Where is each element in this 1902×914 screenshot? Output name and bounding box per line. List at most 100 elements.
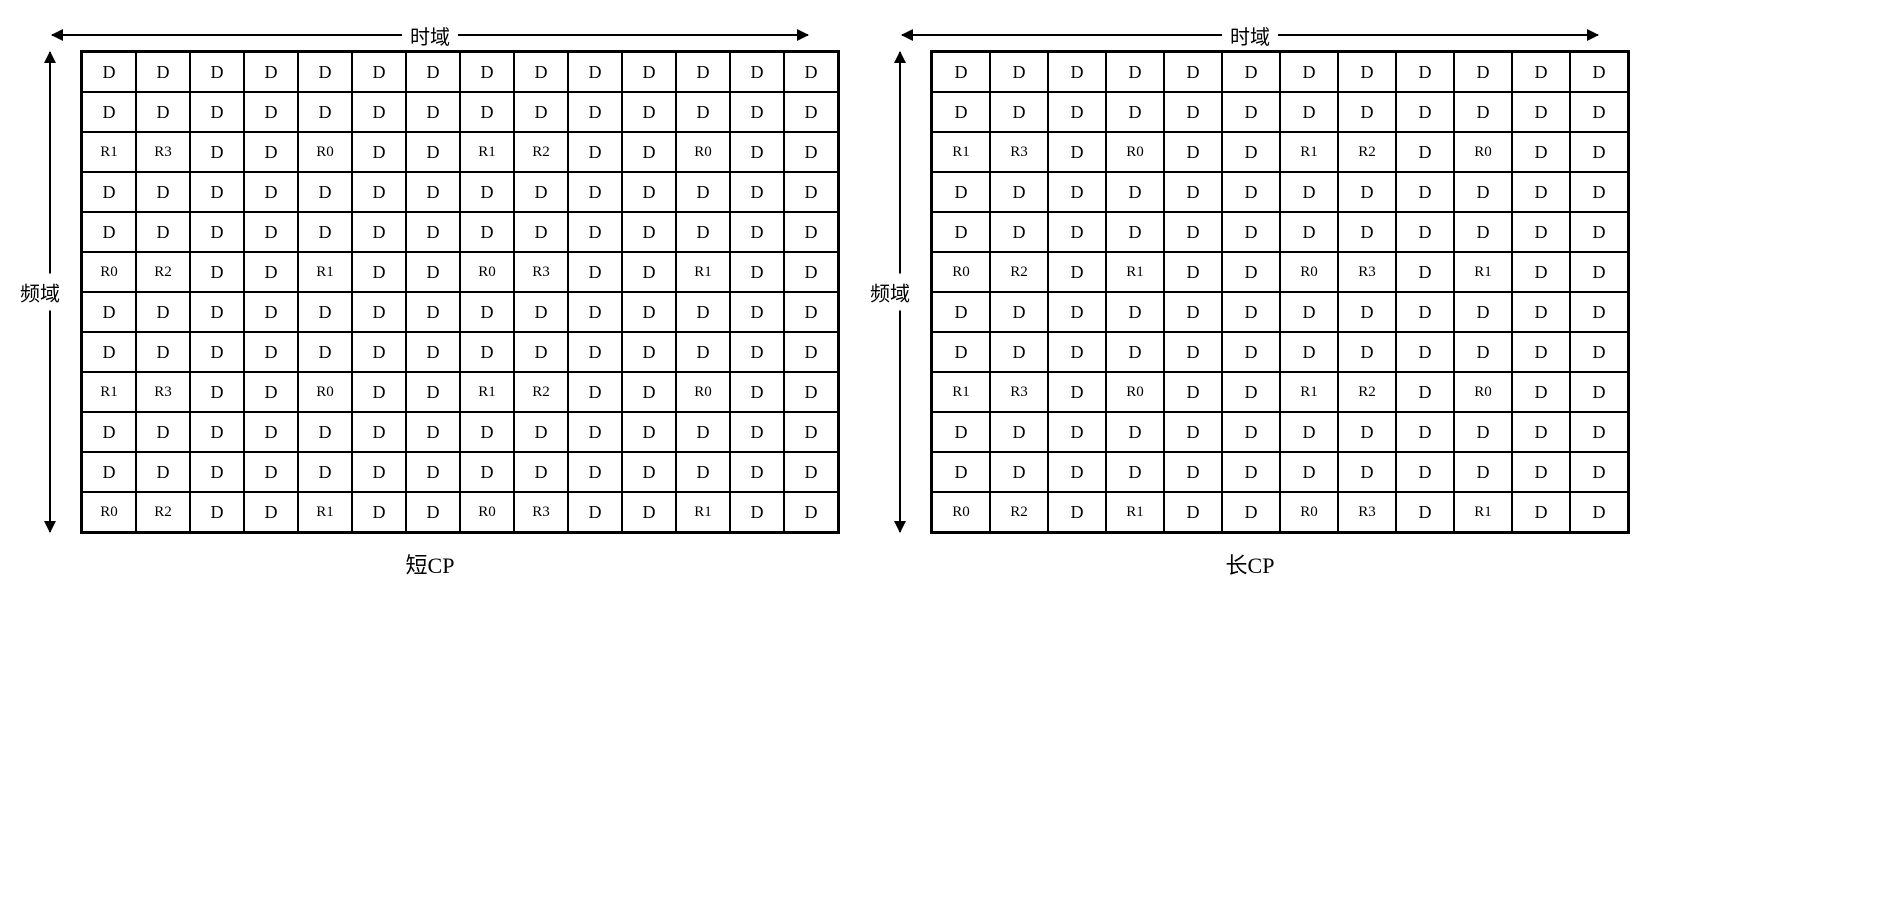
grid-cell: R3 xyxy=(136,132,190,172)
grid-cell: D xyxy=(298,52,352,92)
long-cp-grid: DDDDDDDDDDDDDDDDDDDDDDDDR1R3DR0DDR1R2DR0… xyxy=(930,50,1630,534)
grid-cell: D xyxy=(406,172,460,212)
long-cp-panel: 时域 频域 DDDDDDDDDDDDDDDDDDDDDDDDR1R3DR0DDR… xyxy=(870,20,1630,580)
grid-cell: D xyxy=(244,452,298,492)
grid-cell: D xyxy=(514,332,568,372)
grid-cell: D xyxy=(1106,292,1164,332)
grid-cell: D xyxy=(1222,252,1280,292)
grid-cell: D xyxy=(568,132,622,172)
grid-cell: D xyxy=(568,372,622,412)
grid-cell: D xyxy=(136,212,190,252)
grid-cell: D xyxy=(1222,212,1280,252)
grid-cell: D xyxy=(1222,332,1280,372)
grid-cell: D xyxy=(1512,372,1570,412)
grid-cell: D xyxy=(406,452,460,492)
grid-cell: R1 xyxy=(932,372,990,412)
grid-cell: D xyxy=(82,172,136,212)
grid-cell: D xyxy=(1570,172,1628,212)
grid-cell: D xyxy=(190,492,244,532)
grid-cell: R1 xyxy=(82,132,136,172)
grid-cell: R0 xyxy=(82,492,136,532)
grid-cell: D xyxy=(1164,132,1222,172)
grid-cell: D xyxy=(1570,252,1628,292)
grid-cell: R1 xyxy=(298,252,352,292)
grid-cell: D xyxy=(990,212,1048,252)
grid-cell: R1 xyxy=(298,492,352,532)
grid-cell: R2 xyxy=(1338,372,1396,412)
grid-cell: D xyxy=(676,412,730,452)
grid-cell: R2 xyxy=(136,492,190,532)
grid-cell: D xyxy=(136,172,190,212)
grid-cell: D xyxy=(1280,412,1338,452)
grid-cell: D xyxy=(730,452,784,492)
grid-cell: D xyxy=(1396,372,1454,412)
grid-cell: D xyxy=(676,52,730,92)
grid-cell: D xyxy=(1570,52,1628,92)
grid-cell: R0 xyxy=(1280,252,1338,292)
grid-cell: D xyxy=(990,292,1048,332)
grid-cell: D xyxy=(460,452,514,492)
grid-cell: D xyxy=(1512,132,1570,172)
grid-cell: D xyxy=(136,52,190,92)
grid-cell: D xyxy=(676,452,730,492)
grid-cell: R2 xyxy=(514,132,568,172)
grid-cell: D xyxy=(406,372,460,412)
grid-cell: R0 xyxy=(1106,372,1164,412)
grid-cell: D xyxy=(1512,52,1570,92)
grid-cell: R1 xyxy=(676,492,730,532)
grid-cell: R0 xyxy=(298,372,352,412)
grid-cell: D xyxy=(1396,412,1454,452)
grid-cell: D xyxy=(622,332,676,372)
grid-cell: D xyxy=(568,492,622,532)
grid-cell: R0 xyxy=(676,372,730,412)
grid-cell: D xyxy=(82,212,136,252)
grid-cell: D xyxy=(1512,452,1570,492)
grid-cell: D xyxy=(1396,212,1454,252)
long-cp-caption: 长CP xyxy=(1226,548,1275,580)
grid-cell: D xyxy=(784,92,838,132)
grid-cell: D xyxy=(1048,92,1106,132)
grid-cell: R2 xyxy=(136,252,190,292)
grid-cell: D xyxy=(298,332,352,372)
grid-cell: R3 xyxy=(990,132,1048,172)
grid-cell: D xyxy=(460,212,514,252)
grid-cell: D xyxy=(1454,212,1512,252)
grid-cell: D xyxy=(1396,92,1454,132)
grid-cell: D xyxy=(352,452,406,492)
grid-cell: D xyxy=(1396,172,1454,212)
grid-cell: D xyxy=(460,412,514,452)
grid-cell: D xyxy=(1396,292,1454,332)
grid-cell: D xyxy=(244,332,298,372)
grid-cell: D xyxy=(352,212,406,252)
grid-cell: R3 xyxy=(1338,252,1396,292)
grid-cell: D xyxy=(568,452,622,492)
grid-cell: D xyxy=(1454,412,1512,452)
grid-cell: D xyxy=(622,212,676,252)
grid-cell: D xyxy=(244,412,298,452)
grid-cell: D xyxy=(1164,492,1222,532)
grid-cell: D xyxy=(1106,212,1164,252)
grid-cell: D xyxy=(1570,492,1628,532)
grid-cell: D xyxy=(1106,52,1164,92)
grid-cell: D xyxy=(568,52,622,92)
grid-cell: D xyxy=(622,452,676,492)
grid-cell: D xyxy=(1222,172,1280,212)
grid-cell: D xyxy=(1396,452,1454,492)
grid-cell: D xyxy=(932,292,990,332)
grid-cell: D xyxy=(1570,372,1628,412)
grid-cell: D xyxy=(676,332,730,372)
grid-cell: R1 xyxy=(1454,492,1512,532)
grid-cell: D xyxy=(1338,412,1396,452)
grid-cell: D xyxy=(136,452,190,492)
grid-cell: D xyxy=(406,92,460,132)
grid-cell: D xyxy=(676,172,730,212)
grid-cell: D xyxy=(352,492,406,532)
grid-cell: R1 xyxy=(932,132,990,172)
grid-cell: D xyxy=(1512,412,1570,452)
grid-cell: D xyxy=(1454,92,1512,132)
grid-cell: R0 xyxy=(932,252,990,292)
grid-cell: D xyxy=(730,492,784,532)
grid-cell: D xyxy=(730,292,784,332)
long-time-axis: 时域 xyxy=(902,20,1598,50)
short-cp-grid: DDDDDDDDDDDDDDDDDDDDDDDDDDDDR1R3DDR0DDR1… xyxy=(80,50,840,534)
